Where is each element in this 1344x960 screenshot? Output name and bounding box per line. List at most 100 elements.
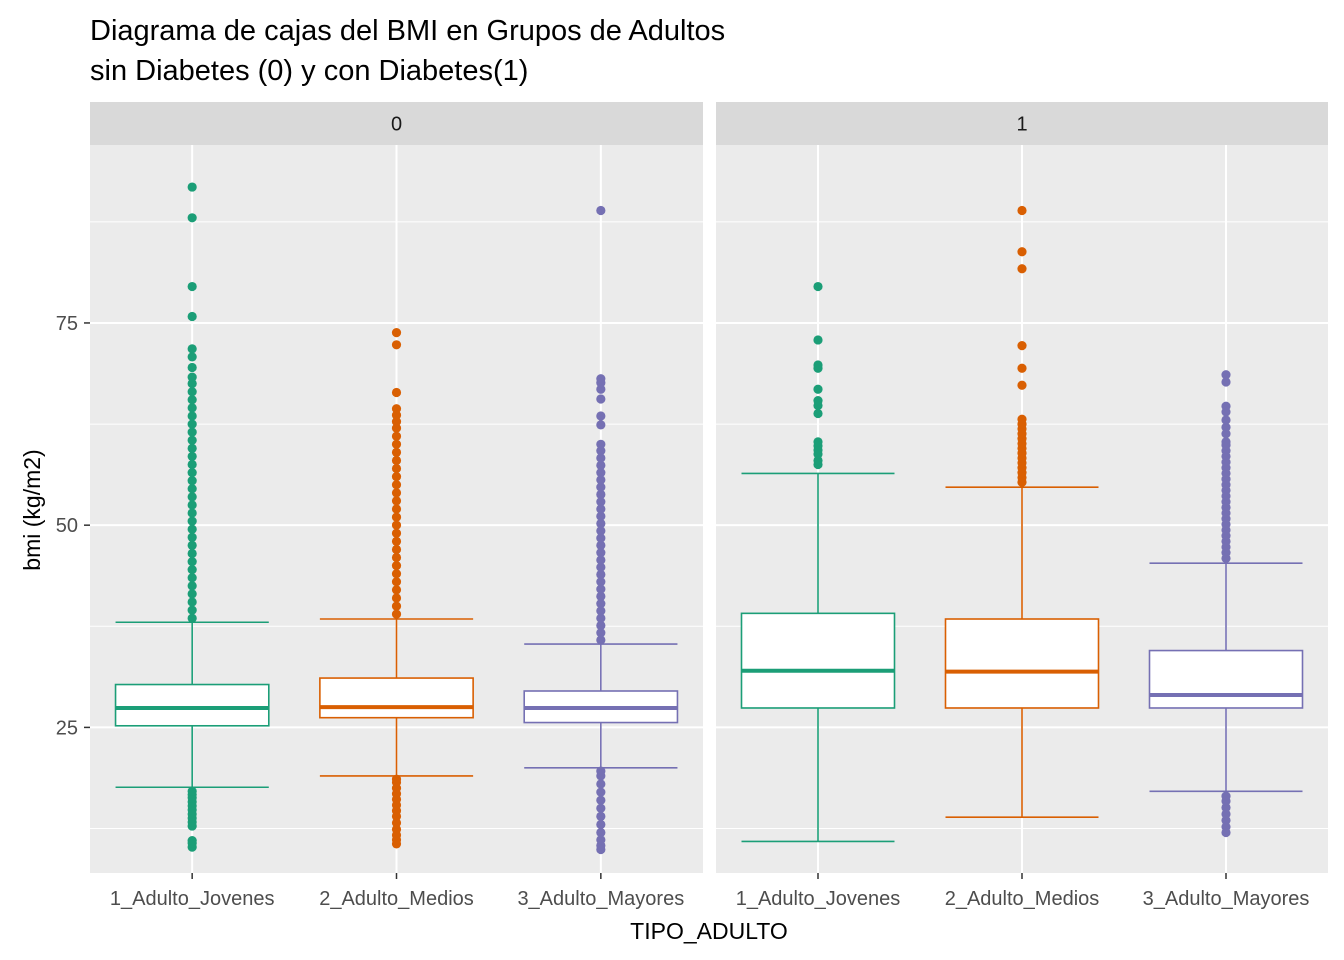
outlier-point (187, 379, 197, 389)
outlier-point (187, 476, 197, 486)
chart-title-line-1: Diagrama de cajas del BMI en Grupos de A… (90, 15, 725, 47)
outlier-point (187, 468, 197, 478)
outlier-point (187, 419, 197, 429)
outlier-point (391, 463, 402, 474)
outlier-point (1221, 415, 1231, 425)
outlier-point (596, 795, 606, 805)
outlier-point (187, 403, 197, 413)
outlier-point (391, 387, 402, 398)
outlier-point (596, 374, 606, 384)
outlier-point (391, 544, 402, 555)
outlier-point (1221, 791, 1231, 801)
outlier-point (813, 384, 823, 394)
outlier-point (596, 599, 606, 609)
outlier-point (596, 577, 606, 587)
facet-strip (716, 102, 1328, 145)
box-1_Adulto_Jovenes (740, 281, 896, 843)
facet-strip-label: 0 (391, 114, 402, 136)
outlier-point (813, 360, 823, 370)
outlier-point (391, 593, 402, 603)
box-2_Adulto_Medios (944, 205, 1100, 818)
outlier-point (391, 439, 402, 449)
outlier-point (813, 396, 823, 406)
outlier-point (187, 182, 197, 192)
outlier-point (391, 417, 402, 427)
outlier-point (391, 423, 402, 433)
outlier-point (187, 524, 197, 534)
outlier-point (813, 408, 823, 419)
outlier-point (596, 460, 606, 470)
facet-panels: 0 1_Adulto_Jovenes 2_Adulto_Medios 3_Adulto… (90, 102, 1328, 910)
outlier-point (596, 635, 606, 645)
y-tick-label: 25 (56, 717, 78, 739)
outlier-point (187, 451, 197, 462)
outlier-point (187, 500, 197, 510)
outlier-point (187, 508, 197, 518)
outlier-point (391, 569, 402, 579)
box-iqr (944, 618, 1100, 709)
outlier-point (596, 420, 606, 430)
outlier-point (391, 480, 402, 490)
outlier-point (391, 328, 402, 338)
x-tick-label: 2_Adulto_Medios (945, 888, 1100, 910)
outlier-point (1017, 414, 1027, 424)
outlier-point (596, 606, 606, 616)
outlier-point (187, 372, 197, 382)
outlier-point (391, 431, 402, 441)
outlier-point (596, 482, 606, 492)
outlier-point (1017, 247, 1027, 257)
outlier-point (596, 827, 606, 838)
x-axis-title: TIPO_ADULTO (630, 918, 788, 944)
outlier-point (1221, 377, 1231, 387)
outlier-point (391, 496, 402, 506)
outlier-point (596, 628, 606, 638)
outlier-point (1221, 401, 1231, 411)
outlier-point (391, 488, 402, 498)
facet-panel-1: 1 1_Adulto_Jovenes 2_Adulto_Medios 3_Adulto… (716, 102, 1328, 910)
outlier-point (596, 394, 606, 404)
outlier-point (596, 475, 606, 485)
box-3_Adulto_Mayores (523, 205, 679, 855)
outlier-point (391, 528, 402, 538)
outlier-point (187, 605, 197, 615)
outlier-point (187, 516, 197, 526)
outlier-point (1221, 370, 1231, 380)
outlier-point (187, 548, 197, 559)
outlier-point (596, 562, 606, 572)
facet-strip-label: 1 (1016, 114, 1027, 136)
outlier-point (187, 387, 197, 397)
outlier-point (187, 427, 197, 437)
outlier-point (187, 411, 197, 421)
outlier-point (391, 818, 402, 828)
outlier-point (187, 443, 197, 453)
outlier-point (187, 395, 197, 405)
outlier-point (596, 819, 606, 830)
outlier-point (187, 435, 197, 445)
outlier-point (391, 561, 402, 571)
outlier-point (391, 455, 402, 466)
outlier-point (813, 335, 823, 345)
outlier-point (187, 459, 197, 470)
outlier-point (391, 609, 402, 619)
outlier-point (1221, 815, 1231, 826)
outlier-point (391, 512, 402, 522)
outlier-point (596, 811, 606, 821)
chart-title-line-2: sin Diabetes (0) y con Diabetes(1) (90, 55, 528, 87)
outlier-point (1221, 422, 1231, 432)
box-iqr (319, 677, 474, 719)
outlier-point (596, 504, 606, 514)
outlier-point (391, 410, 402, 420)
outlier-point (596, 511, 606, 521)
outlier-point (391, 340, 402, 350)
outlier-point (596, 779, 606, 789)
outlier-point (596, 584, 606, 594)
outlier-point (187, 613, 197, 623)
outlier-point (187, 362, 197, 373)
outlier-point (391, 585, 402, 595)
x-tick-label: 2_Adulto_Medios (319, 888, 474, 910)
outlier-point (391, 824, 402, 834)
outlier-point (187, 352, 197, 362)
outlier-point (1017, 380, 1027, 390)
x-tick-label: 3_Adulto_Mayores (517, 888, 684, 910)
